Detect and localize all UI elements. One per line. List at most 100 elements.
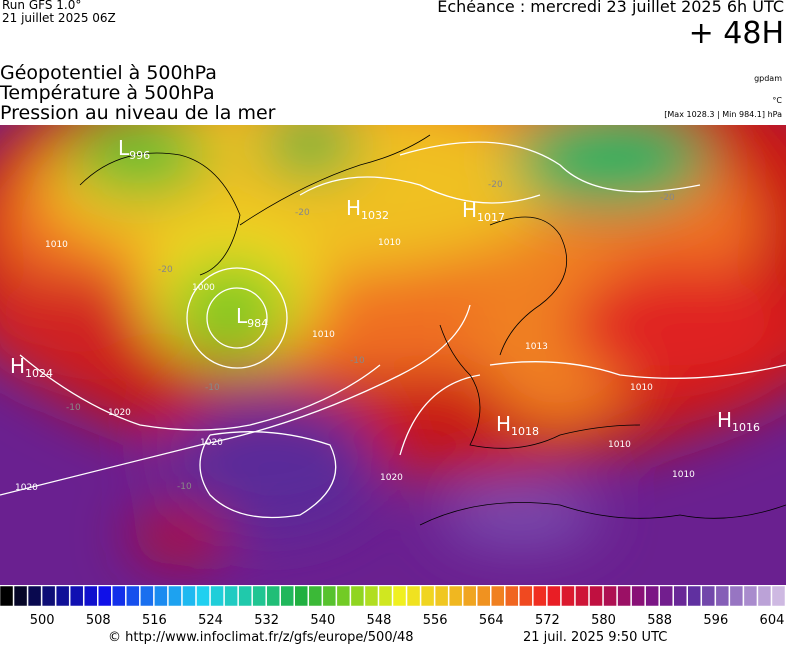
colorbar-tick-label: 588 <box>647 613 672 628</box>
colorbar-swatch <box>126 586 140 607</box>
contour-label: -10 <box>66 403 81 413</box>
colorbar-tick-label: 596 <box>703 613 728 628</box>
colorbar-tick-label: 532 <box>254 613 279 628</box>
colorbar-tick-label: 516 <box>142 613 167 628</box>
contour-label: -20 <box>660 193 675 203</box>
contour-label: 1000 <box>192 283 215 293</box>
contour-label: 1013 <box>525 342 548 352</box>
source-url: © http://www.infoclimat.fr/z/gfs/europe/… <box>108 630 414 645</box>
colorbar-swatch <box>140 586 154 607</box>
pressure-center: H1032 <box>346 196 389 222</box>
colorbar-swatch <box>491 586 505 607</box>
colorbar-swatch <box>350 586 365 607</box>
colorbar-tick-label: 508 <box>86 613 111 628</box>
colorbar: 500 508 516 524 532 540 548 556 564 572 580 588 596 6… <box>0 586 786 628</box>
colorbar-swatch <box>434 586 449 607</box>
colorbar-swatch <box>364 586 379 607</box>
pressure-center: H1024 <box>10 354 53 380</box>
contour-label: 1020 <box>380 473 403 483</box>
unit: [Max 1028.3 | Min 984.1] hPa <box>664 110 782 119</box>
colorbar-swatch <box>392 586 407 607</box>
colorbar-swatch <box>336 586 351 607</box>
colorbar-swatch <box>420 586 435 607</box>
colorbar-swatch <box>112 586 126 607</box>
colorbar-tick-label: 524 <box>198 613 223 628</box>
colorbar-swatch <box>631 586 645 607</box>
colorbar-swatch <box>378 586 393 607</box>
colorbar-swatch <box>154 586 168 607</box>
contour-label: -20 <box>158 265 173 275</box>
colorbar-tick-label: 500 <box>30 613 55 628</box>
run-date: 21 juillet 2025 06Z <box>2 11 116 25</box>
colorbar-swatch <box>462 586 477 607</box>
center-value: 1018 <box>511 425 539 438</box>
colorbar-swatch <box>505 586 519 607</box>
colorbar-swatch <box>476 586 491 607</box>
colorbar-swatch <box>519 586 533 607</box>
colorbar-swatch <box>771 586 786 607</box>
colorbar-swatch <box>673 586 688 607</box>
colorbar-swatch <box>561 586 575 607</box>
colorbar-swatch <box>196 586 210 607</box>
colorbar-swatch <box>238 586 252 607</box>
run-label: Run GFS 1.0° <box>2 0 82 12</box>
colorbar-swatch <box>687 586 702 607</box>
pressure-center: H1016 <box>717 408 760 434</box>
colorbar-swatch <box>98 586 112 607</box>
colorbar-swatch <box>448 586 463 607</box>
contour-label: -10 <box>350 356 365 366</box>
colorbar-swatch <box>41 586 56 607</box>
contour-label: -10 <box>177 482 192 492</box>
contour-label: 1010 <box>45 240 68 250</box>
center-type: H <box>462 198 477 222</box>
colorbar-swatch <box>83 586 98 607</box>
colorbar-tick-label: 540 <box>310 613 335 628</box>
colorbar-tick-label: 564 <box>479 613 504 628</box>
lead-time: + 48H <box>688 16 784 51</box>
colorbar-swatch <box>210 586 224 607</box>
contour-label: -20 <box>295 208 310 218</box>
center-value: 984 <box>247 317 268 330</box>
center-value: 1017 <box>477 211 505 224</box>
center-type: H <box>10 354 25 378</box>
contour-label: 1010 <box>672 470 695 480</box>
contour-label: 1010 <box>608 440 631 450</box>
generated-time: 21 juil. 2025 9:50 UTC <box>523 630 668 645</box>
contour-label: 1020 <box>15 483 38 493</box>
contour-label: 1010 <box>378 238 401 248</box>
center-value: 996 <box>129 149 150 162</box>
colorbar-swatch <box>294 586 309 607</box>
colorbar-tick-label: 604 <box>760 613 785 628</box>
colorbar-swatch <box>0 586 14 607</box>
colorbar-swatch <box>701 586 716 607</box>
colorbar-swatch <box>589 586 603 607</box>
unit: gpdam <box>754 74 782 83</box>
center-value: 1016 <box>732 421 760 434</box>
colorbar-swatch <box>659 586 673 607</box>
colorbar-swatch <box>603 586 617 607</box>
pressure-center: H1018 <box>496 412 539 438</box>
colorbar-tick-label: 572 <box>535 613 560 628</box>
contour-label: 1020 <box>200 438 223 448</box>
title: Température à 500hPa <box>0 82 215 104</box>
colorbar-swatch <box>168 586 182 607</box>
colorbar-swatch <box>55 586 70 607</box>
colorbar-swatch <box>575 586 589 607</box>
colorbar-swatch <box>743 586 758 607</box>
center-value: 1032 <box>361 209 389 222</box>
colorbar-swatch <box>182 586 196 607</box>
colorbar-swatch <box>69 586 84 607</box>
isobars <box>0 141 786 519</box>
unit: °C <box>772 96 782 105</box>
contour-label: -10 <box>205 383 220 393</box>
colorbar-swatch <box>308 586 323 607</box>
center-type: L <box>118 136 130 160</box>
colorbar-tick-label: 548 <box>367 613 392 628</box>
colorbar-swatch <box>322 586 337 607</box>
forecast-time: Echéance : mercredi 23 juillet 2025 6h U… <box>437 0 784 16</box>
center-type: H <box>496 412 511 436</box>
center-type: H <box>346 196 361 220</box>
colorbar-tick-label: 580 <box>591 613 616 628</box>
